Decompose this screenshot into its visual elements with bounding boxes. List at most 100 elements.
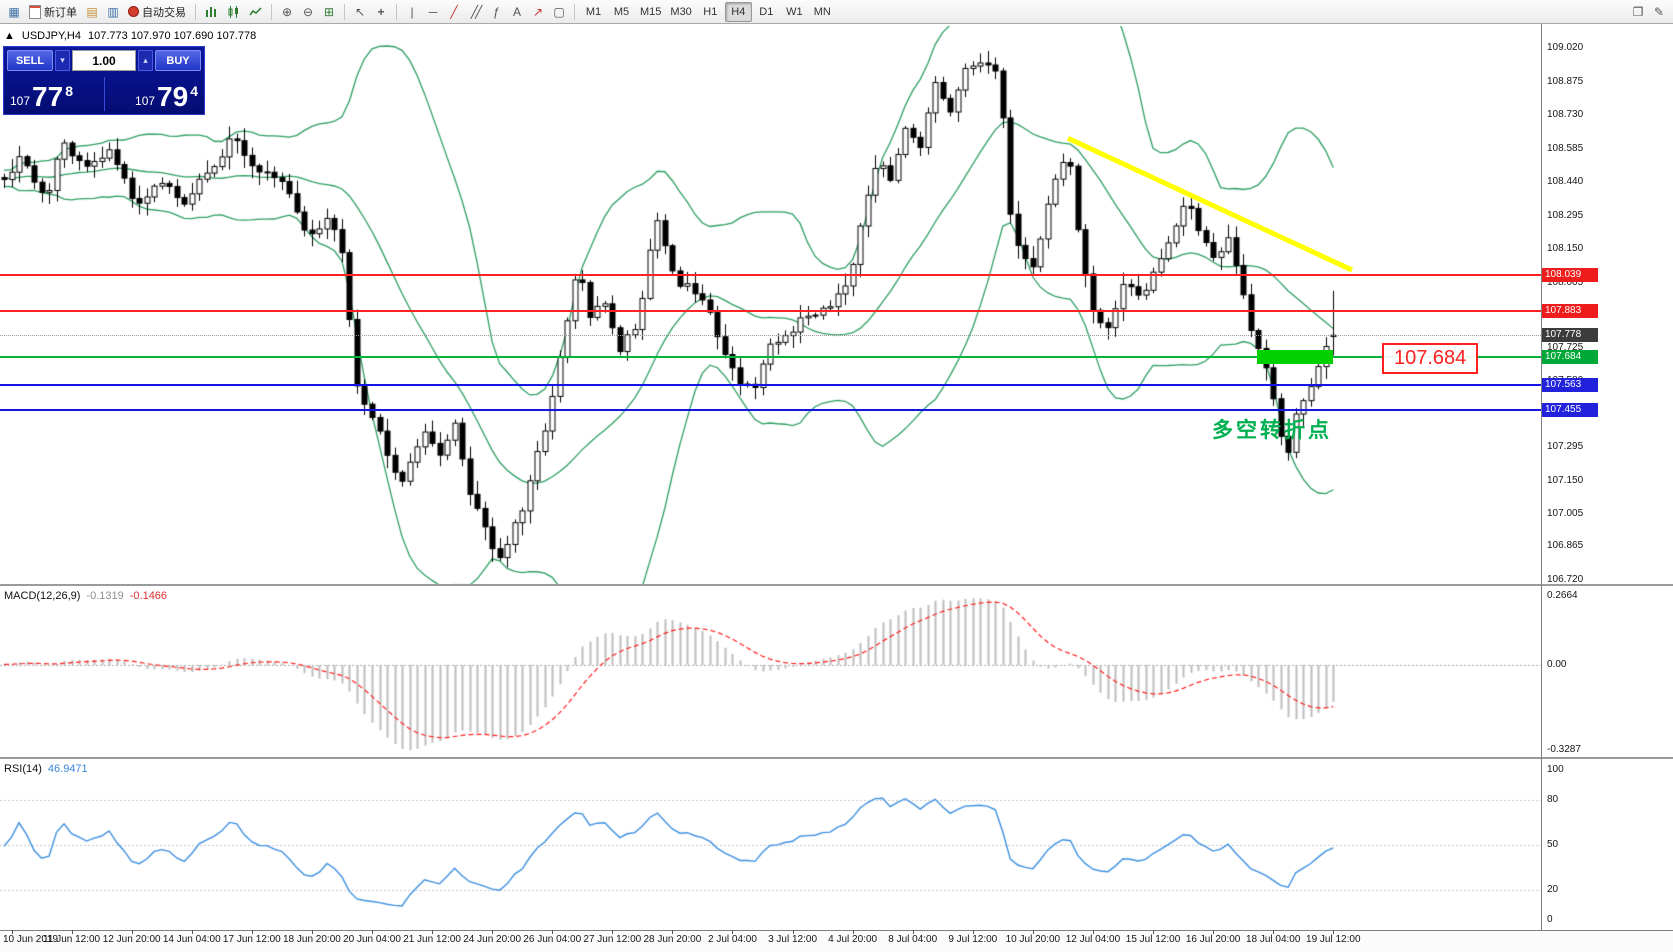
one-click-prices: 107 77 8 107 79 4 (7, 73, 201, 111)
sell-price-big: 77 (32, 81, 64, 113)
timeframe-button-m5[interactable]: M5 (613, 5, 630, 18)
indicator-scale-label: 0 (1547, 914, 1553, 925)
zoom-out-icon[interactable]: ⊖ (302, 4, 314, 19)
rsi-label: RSI(14) 46.9471 (4, 763, 88, 775)
time-axis-tick (432, 930, 433, 934)
time-axis-label: 12 Jun 20:00 (102, 934, 161, 945)
candlestick-chart-icon[interactable] (223, 2, 244, 22)
level-line[interactable] (0, 356, 1541, 359)
buy-price-sup: 4 (190, 83, 198, 99)
panel-toggle-icon[interactable]: ▲ (4, 30, 15, 42)
price-chart-canvas[interactable] (0, 26, 1541, 586)
ohlc-readout: 107.773 107.970 107.690 107.778 (88, 30, 257, 42)
tile-windows-icon[interactable]: ⊞ (323, 4, 335, 19)
current-price-line[interactable] (0, 334, 1541, 336)
shapes-tool-icon[interactable]: ▢ (553, 4, 565, 19)
cursor-tool-icon[interactable]: ↖ (354, 4, 366, 19)
fibonacci-tool-icon[interactable]: ƒ (492, 4, 500, 19)
horizontal-line-tool-icon[interactable]: ─ (428, 4, 438, 19)
price-tag: 108.039 (1542, 267, 1598, 282)
volume-up-button[interactable]: ▴ (138, 50, 153, 71)
price-tag: 107.563 (1542, 378, 1598, 392)
timeframe-button-m1[interactable]: M1 (585, 5, 602, 18)
autotrading-button[interactable]: 自动交易 (124, 2, 190, 22)
price-tick: 109.020 (1547, 42, 1584, 53)
sell-price-sup: 8 (65, 83, 73, 99)
crosshair-tool-icon[interactable]: + (377, 4, 385, 19)
timeframe-button-mn[interactable]: MN (813, 5, 831, 18)
level-line[interactable] (0, 384, 1541, 386)
level-line[interactable] (0, 273, 1541, 276)
time-axis-tick (1213, 930, 1214, 934)
panel-separator[interactable] (0, 584, 1673, 586)
volume-down-button[interactable]: ▾ (55, 50, 70, 71)
price-divider (103, 77, 105, 111)
edit-icon[interactable]: ✎ (1653, 4, 1665, 19)
timeframe-button-h4[interactable]: H4 (724, 1, 752, 22)
macd-panel-canvas[interactable] (0, 588, 1541, 758)
timeframe-button-d1[interactable]: D1 (759, 5, 774, 18)
buy-price[interactable]: 107 79 4 (105, 83, 202, 111)
panel-separator[interactable] (0, 757, 1673, 759)
time-axis-tick (913, 930, 914, 934)
zoom-in-icon[interactable]: ⊕ (281, 4, 293, 19)
arrows-tool-icon[interactable]: ↗ (532, 4, 544, 19)
rsi-panel-canvas[interactable] (0, 760, 1541, 930)
time-axis-tick (72, 930, 73, 934)
buy-price-base: 107 (135, 94, 156, 108)
time-axis-tick (973, 930, 974, 934)
time-axis-label: 21 Jun 12:00 (403, 934, 461, 945)
time-axis-tick (312, 930, 313, 934)
chart-header: ▲ USDJPY,H4 107.773 107.970 107.690 107.… (4, 30, 256, 42)
highlight-rectangle[interactable] (1257, 350, 1333, 365)
level-line[interactable] (0, 309, 1541, 312)
time-axis-tick (1333, 930, 1334, 934)
channel-tool-icon[interactable]: ╱╱ (470, 4, 483, 19)
buy-price-big: 79 (157, 81, 189, 113)
timeframe-button-h1[interactable]: H1 (703, 5, 718, 18)
sell-button[interactable]: SELL (7, 50, 53, 71)
time-axis-label: 16 Jul 20:00 (1185, 934, 1241, 945)
timeframe-button-m15[interactable]: M15 (640, 5, 662, 18)
navigator-icon[interactable]: ▥ (107, 4, 119, 19)
line-chart-glyph (249, 6, 262, 15)
rsi-value: 46.9471 (47, 763, 88, 775)
volume-input[interactable]: 1.00 (72, 50, 136, 71)
price-tick: 107.150 (1547, 474, 1584, 486)
price-tick: 106.865 (1547, 540, 1584, 552)
bar-chart-icon[interactable] (201, 2, 222, 22)
screenshot-icon[interactable]: ❐ (1632, 4, 1644, 19)
price-scale-border (1541, 24, 1542, 951)
vertical-line-tool-icon[interactable]: | (410, 4, 414, 19)
time-axis-tick (1153, 930, 1154, 934)
time-axis-tick (793, 930, 794, 934)
level-line[interactable] (0, 408, 1541, 411)
buy-button[interactable]: BUY (155, 50, 201, 71)
text-tool-icon[interactable]: A (512, 4, 521, 19)
price-tick: 107.725 (1547, 341, 1584, 353)
price-tag: 107.455 (1542, 402, 1598, 417)
price-callout[interactable]: 107.684 (1382, 343, 1479, 374)
time-axis-label: 28 Jun 20:00 (643, 934, 702, 945)
macd-value-signal: -0.1466 (129, 590, 168, 602)
time-axis-tick (372, 930, 373, 934)
timeframe-button-w1[interactable]: W1 (786, 5, 803, 18)
chinese-annotation[interactable]: 多空转折点 (1212, 419, 1332, 442)
timeframe-button-m30[interactable]: M30 (670, 5, 692, 18)
price-tick: 108.585 (1547, 142, 1584, 154)
macd-label: MACD(12,26,9) -0.1319 -0.1466 (4, 590, 167, 602)
sell-price[interactable]: 107 77 8 (7, 83, 104, 111)
time-axis-label: 4 Jul 20:00 (828, 934, 878, 945)
market-watch-icon[interactable]: ▤ (86, 4, 98, 19)
price-tick: 108.730 (1547, 109, 1584, 121)
chart-area: ▲ USDJPY,H4 107.773 107.970 107.690 107.… (0, 24, 1673, 952)
trendline-tool-icon[interactable]: ╱ (450, 4, 458, 19)
line-chart-icon[interactable] (245, 2, 266, 22)
new-order-button[interactable]: 新订单 (25, 2, 81, 22)
time-axis-label: 20 Jun 04:00 (343, 934, 401, 945)
time-scale[interactable] (0, 930, 1673, 952)
rsi-name: RSI(14) (4, 763, 42, 775)
price-tick: 108.440 (1547, 176, 1584, 188)
chart-window-icon[interactable]: ▦ (8, 4, 20, 19)
time-axis-label: 11 Jun 12:00 (43, 934, 101, 945)
